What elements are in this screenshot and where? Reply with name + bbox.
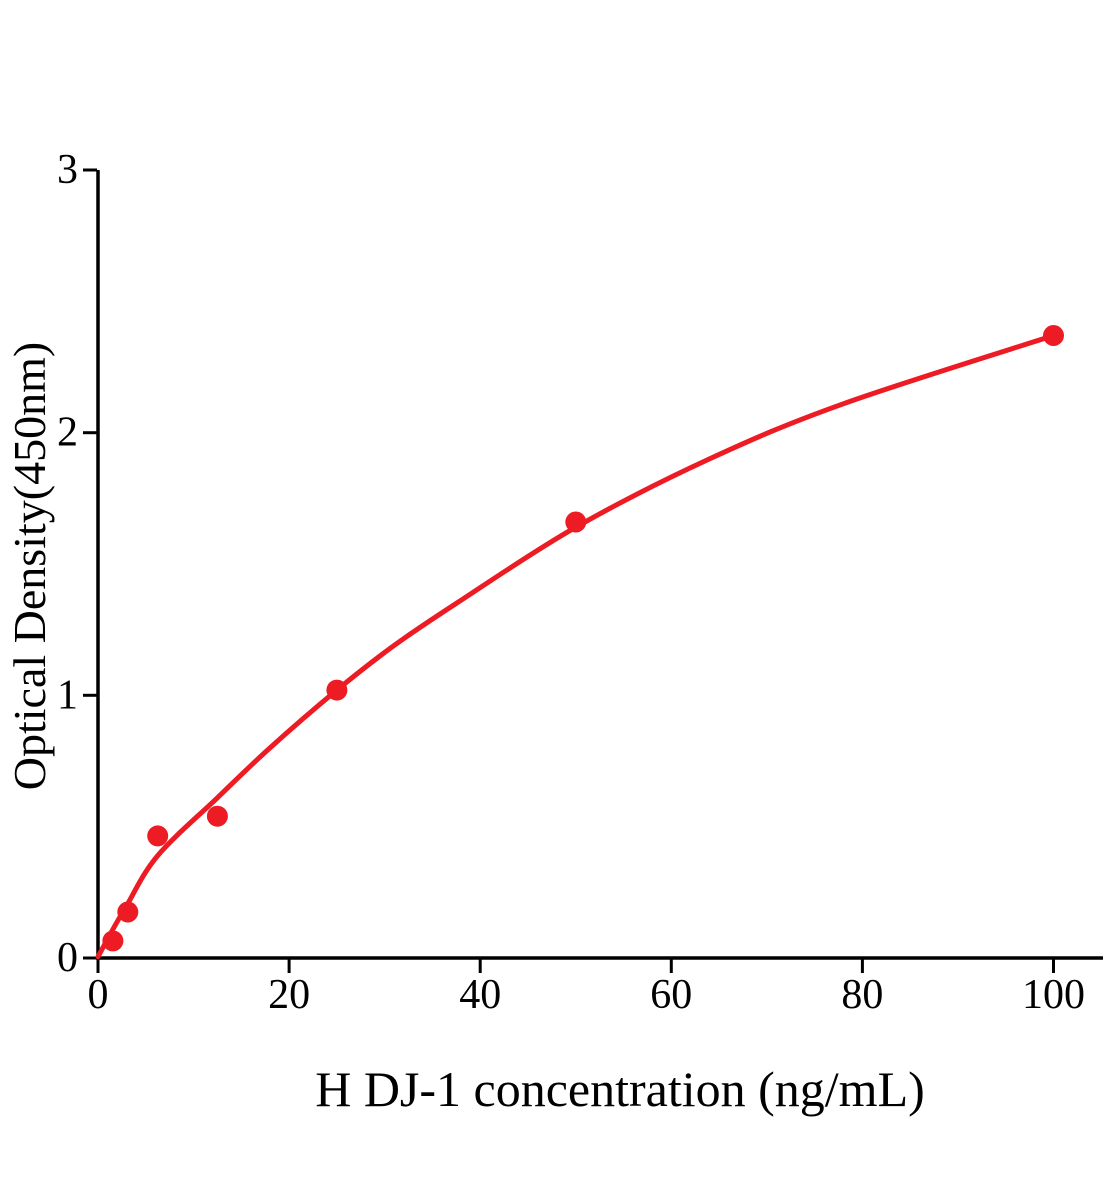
data-point <box>1043 325 1064 346</box>
x-tick-label: 0 <box>88 972 109 1018</box>
data-point <box>102 930 124 952</box>
x-axis-title: H DJ-1 concentration (ng/mL) <box>315 1061 925 1117</box>
x-tick-label: 80 <box>841 972 883 1018</box>
y-tick-label: 1 <box>57 672 78 718</box>
x-tick-label: 100 <box>1022 972 1085 1018</box>
data-point <box>117 901 139 923</box>
data-point <box>326 679 348 701</box>
x-tick-label: 20 <box>268 972 310 1018</box>
data-point <box>565 511 587 533</box>
y-tick-label: 3 <box>57 147 78 193</box>
y-tick-label: 2 <box>57 410 78 456</box>
y-axis-title: Optical Density(450nm) <box>4 341 55 791</box>
data-point <box>147 825 169 847</box>
x-tick-label: 40 <box>459 972 501 1018</box>
y-tick-label: 0 <box>57 935 78 981</box>
x-tick-label: 60 <box>650 972 692 1018</box>
fit-curve-line <box>95 333 1056 960</box>
data-point <box>206 805 228 827</box>
